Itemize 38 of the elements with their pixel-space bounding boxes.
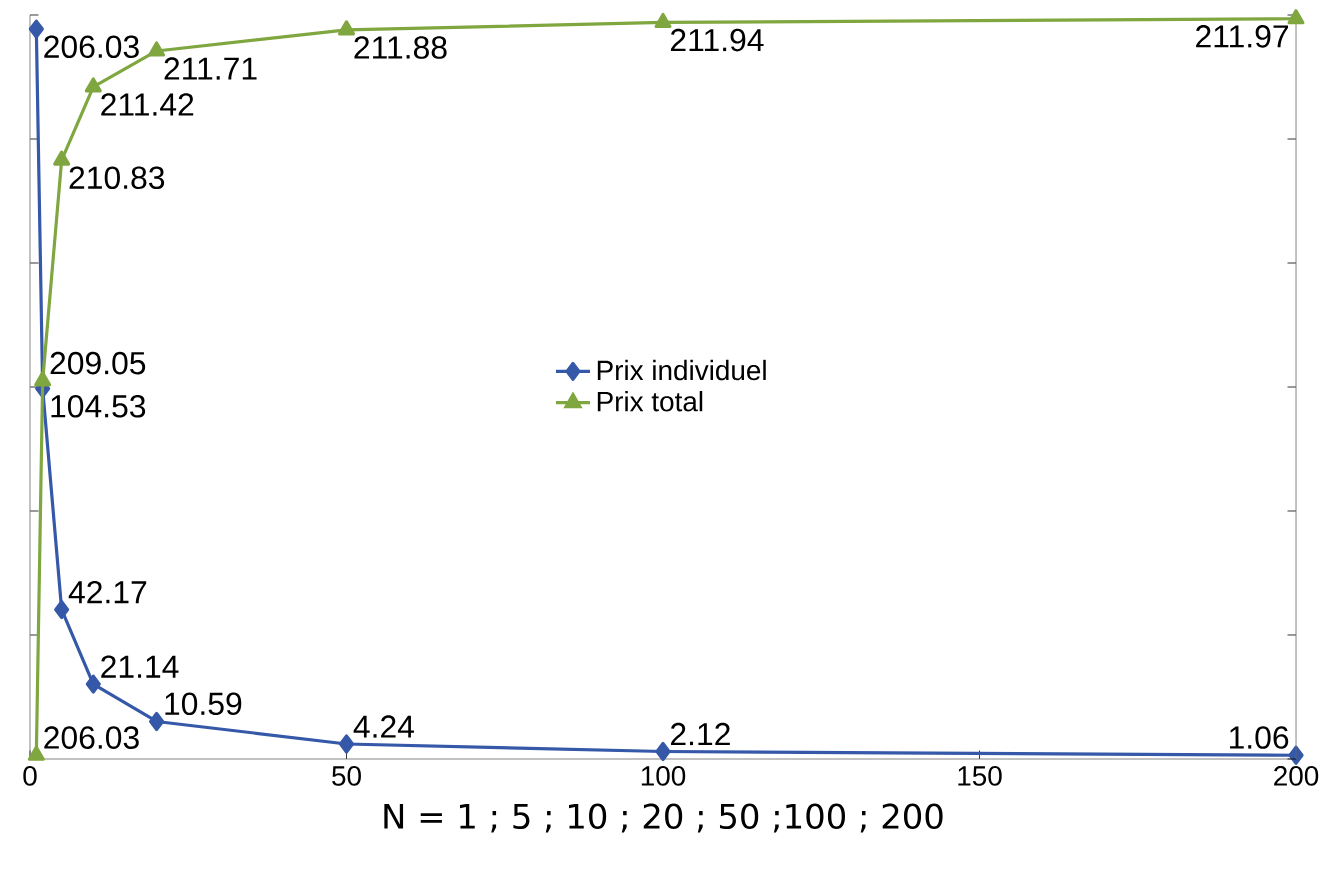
x-axis-title: N = 1 ; 5 ; 10 ; 20 ; 50 ;100 ; 200 xyxy=(384,803,943,833)
point xyxy=(27,745,45,761)
point xyxy=(149,711,165,732)
x-tick-label: 200 xyxy=(1274,766,1319,786)
data-label: 4.24 xyxy=(353,715,414,738)
data-label: 1.06 xyxy=(1230,726,1289,749)
data-label: 206.03 xyxy=(44,35,139,59)
point xyxy=(655,741,671,762)
data-label: 209.05 xyxy=(50,351,146,375)
point xyxy=(338,20,356,36)
point xyxy=(85,674,101,694)
data-label: 42.17 xyxy=(68,580,147,604)
point xyxy=(34,371,52,387)
data-label: 211.71 xyxy=(164,57,257,80)
data-label: 104.53 xyxy=(51,395,146,418)
point xyxy=(338,734,355,754)
x-tick-label: 150 xyxy=(958,766,1002,786)
data-label: 211.42 xyxy=(101,93,194,116)
point xyxy=(84,77,102,93)
point xyxy=(54,600,70,620)
legend-label: Prix individuel xyxy=(597,359,766,381)
point xyxy=(148,41,166,57)
point xyxy=(28,19,44,39)
x-tick-label: 0 xyxy=(23,766,37,786)
data-label: 211.97 xyxy=(1196,25,1289,48)
data-label: 211.94 xyxy=(670,28,764,52)
x-tick-label: 100 xyxy=(641,766,686,786)
data-label: 206.03 xyxy=(44,726,139,749)
x-tick-label: 50 xyxy=(332,766,361,786)
point xyxy=(654,12,672,29)
data-label: 2.12 xyxy=(670,722,730,746)
point xyxy=(1287,9,1305,25)
data-label: 21.14 xyxy=(101,655,179,678)
data-label: 211.88 xyxy=(354,36,447,59)
data-label: 10.59 xyxy=(165,692,242,716)
data-label: 210.83 xyxy=(69,166,165,190)
point xyxy=(53,150,71,166)
legend-label: Prix total xyxy=(597,390,703,412)
